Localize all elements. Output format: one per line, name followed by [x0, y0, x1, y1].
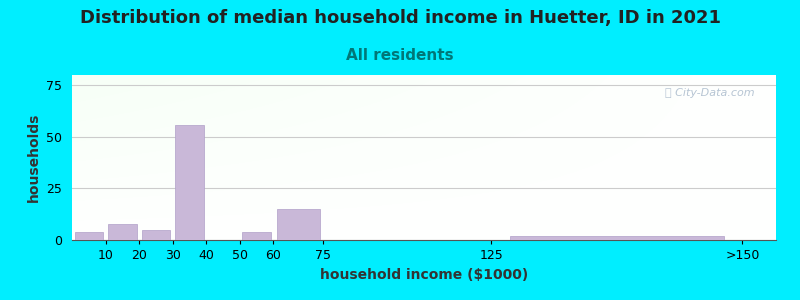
X-axis label: household income ($1000): household income ($1000): [320, 268, 528, 282]
Bar: [108, 224, 137, 240]
Bar: [277, 209, 320, 240]
Text: All residents: All residents: [346, 48, 454, 63]
Bar: [142, 230, 170, 240]
Text: Distribution of median household income in Huetter, ID in 2021: Distribution of median household income …: [79, 9, 721, 27]
Text: ⓘ City-Data.com: ⓘ City-Data.com: [666, 88, 755, 98]
Bar: [175, 124, 203, 240]
Bar: [242, 232, 270, 240]
Y-axis label: households: households: [26, 113, 41, 202]
Bar: [510, 236, 724, 240]
Bar: [74, 232, 103, 240]
